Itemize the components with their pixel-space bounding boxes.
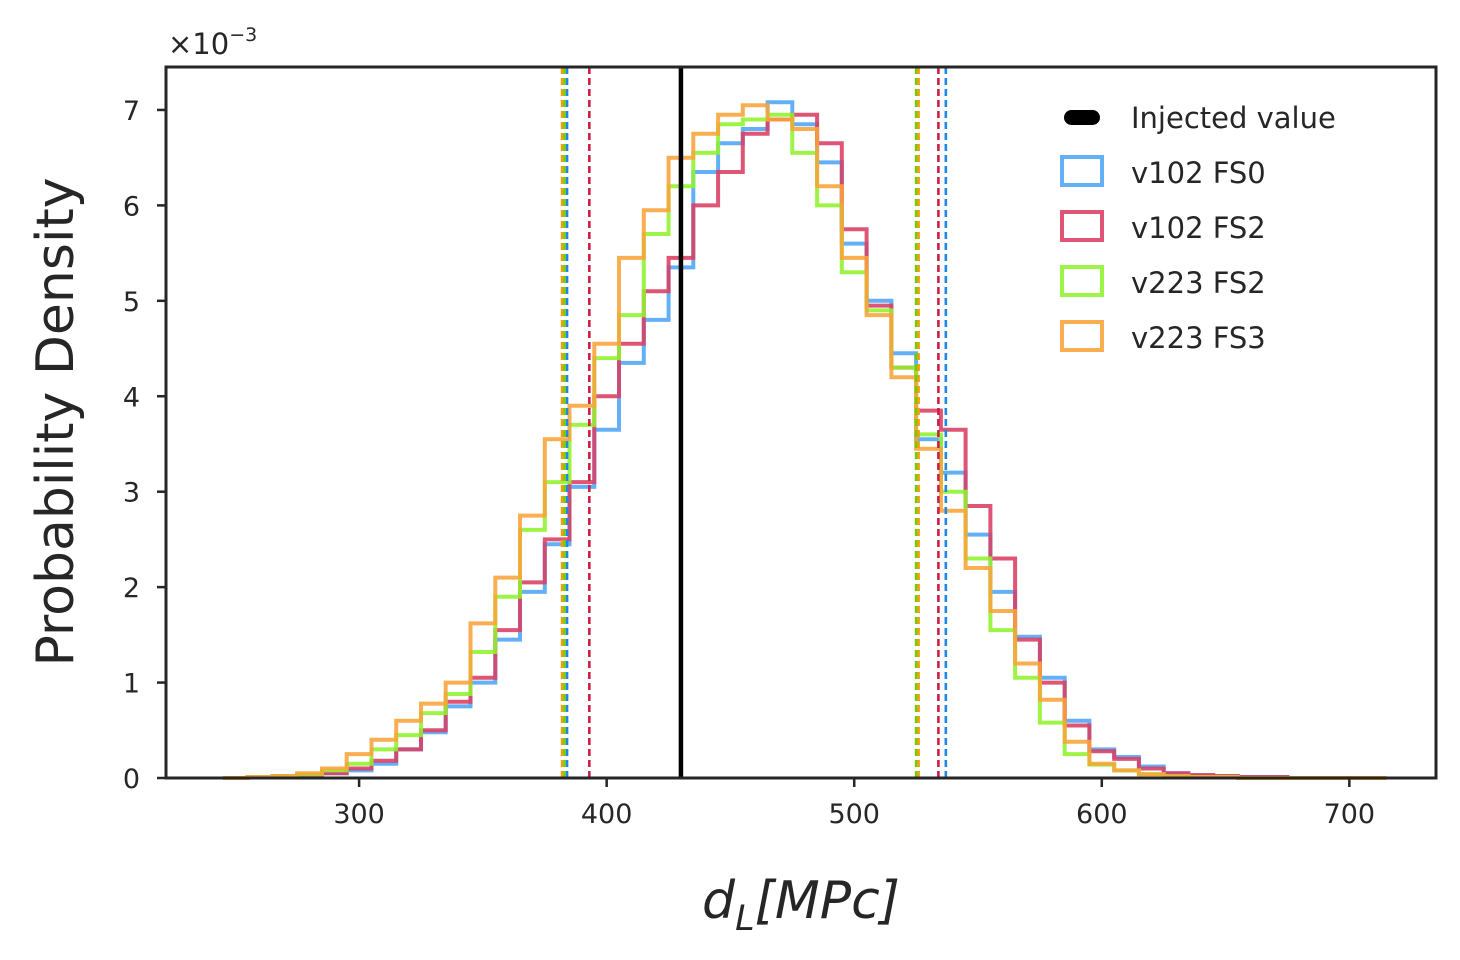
legend-injected-label: Injected value bbox=[1131, 101, 1336, 135]
legend-label-v223-fs3: v223 FS3 bbox=[1131, 321, 1266, 355]
x-tick-label: 600 bbox=[1076, 799, 1128, 830]
y-tick-label: 4 bbox=[123, 382, 140, 413]
x-tick-label: 500 bbox=[828, 799, 880, 830]
legend-entries: v102 FS0 v102 FS2 v223 FS2 v223 FS3 bbox=[1060, 155, 1266, 355]
legend-swatch-v223-fs3 bbox=[1060, 320, 1104, 352]
plot-frame bbox=[164, 65, 1438, 780]
histogram-v223-fs3 bbox=[222, 103, 1387, 780]
y-tick-label: 2 bbox=[123, 573, 140, 604]
legend-label-v102-fs0: v102 FS0 bbox=[1131, 156, 1266, 190]
x-tick-label: 700 bbox=[1324, 799, 1376, 830]
histogram-v102-fs0 bbox=[222, 100, 1387, 780]
legend-label-v223-fs2: v223 FS2 bbox=[1131, 266, 1266, 300]
y-axis-label: Probability Density bbox=[26, 177, 86, 666]
legend-swatch-v102-fs0 bbox=[1060, 155, 1104, 187]
y-tick-label: 3 bbox=[123, 478, 140, 509]
y-scale-label: ×10−3 bbox=[168, 24, 257, 61]
y-tick-label: 0 bbox=[123, 764, 140, 795]
y-tick-label: 7 bbox=[123, 96, 140, 127]
credible-interval-layer bbox=[560, 67, 948, 778]
histogram-layer bbox=[222, 100, 1387, 780]
y-tick-label: 5 bbox=[123, 287, 140, 318]
x-axis-label: dL[MPc] bbox=[702, 871, 900, 939]
y-axis-ticks: 0 1 2 3 4 5 6 7 bbox=[123, 96, 166, 795]
x-tick-label: 400 bbox=[581, 799, 633, 830]
legend-swatch-v102-fs2 bbox=[1060, 210, 1104, 242]
x-axis-ticks: 300 400 500 600 700 bbox=[333, 778, 1375, 830]
legend-injected-marker bbox=[1064, 110, 1100, 125]
legend-label-v102-fs2: v102 FS2 bbox=[1131, 211, 1266, 245]
y-tick-label: 1 bbox=[123, 669, 140, 700]
x-tick-label: 300 bbox=[333, 799, 385, 830]
y-tick-label: 6 bbox=[123, 191, 140, 222]
legend-swatch-v223-fs2 bbox=[1060, 265, 1104, 297]
